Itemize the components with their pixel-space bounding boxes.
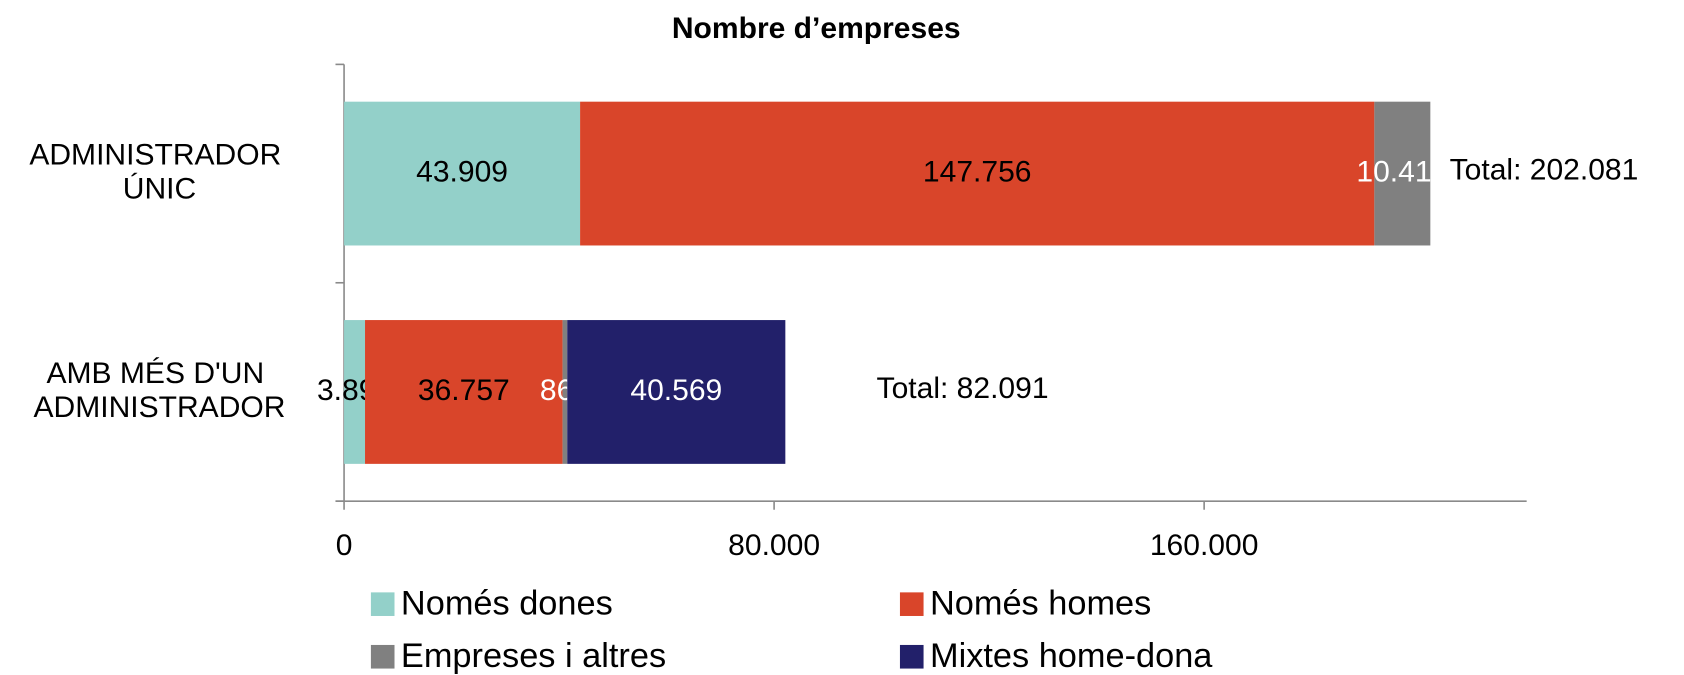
- chart-title: Nombre d’empreses: [672, 12, 961, 45]
- category-label: ADMINISTRADOR ÚNIC: [29, 138, 289, 205]
- x-tick-label: 0: [336, 529, 353, 562]
- legend-swatch: [370, 592, 395, 616]
- value-label: 147.756: [923, 156, 1032, 189]
- value-label: 43.909: [416, 156, 508, 189]
- category-label: AMB MÉS D'UN ADMINISTRADOR: [34, 357, 286, 424]
- value-label: 10.416: [1356, 156, 1448, 189]
- bar-segment: [365, 320, 563, 464]
- bar-segment: [1374, 101, 1431, 246]
- legend-swatch: [370, 644, 395, 669]
- legend-label: Empreses i altres: [401, 637, 666, 675]
- bar-segment: [344, 101, 581, 246]
- bar-segment: [567, 320, 786, 464]
- x-tick-label: 160.000: [1150, 529, 1259, 562]
- value-label: 40.569: [630, 374, 722, 407]
- legend-label: Només dones: [401, 584, 613, 622]
- bar-segment: [580, 101, 1375, 246]
- total-label: Total: 82.091: [877, 372, 1049, 405]
- legend-swatch: [899, 592, 924, 616]
- x-tick-label: 80.000: [728, 529, 820, 562]
- legend-label: Mixtes home-dona: [930, 637, 1213, 675]
- value-label: 36.757: [418, 374, 510, 407]
- bar-segment: [562, 320, 568, 464]
- total-label: Total: 202.081: [1450, 153, 1639, 186]
- bar-segment: [344, 320, 366, 464]
- legend-swatch: [899, 644, 924, 669]
- legend-label: Només homes: [930, 584, 1151, 622]
